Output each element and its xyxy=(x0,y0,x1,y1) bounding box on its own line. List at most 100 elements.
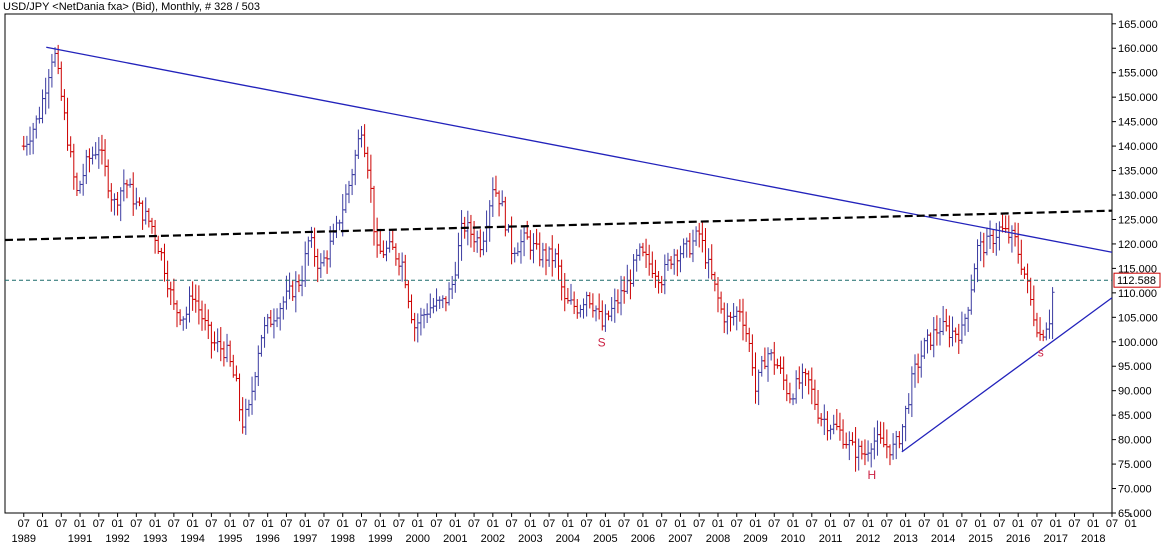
x-month-label: 07 xyxy=(355,518,367,530)
x-year-label: 2003 xyxy=(518,533,542,545)
x-month-label: 07 xyxy=(656,518,668,530)
x-month-label: 01 xyxy=(637,518,649,530)
y-tick-label: 155.000 xyxy=(1118,68,1158,80)
x-year-label: 2015 xyxy=(968,533,992,545)
y-tick-label: 85.000 xyxy=(1118,410,1152,422)
x-month-label: 07 xyxy=(956,518,968,530)
x-year-label: 1997 xyxy=(293,533,317,545)
x-year-label: 2012 xyxy=(856,533,880,545)
x-month-label: 01 xyxy=(562,518,574,530)
x-month-label: 07 xyxy=(468,518,480,530)
trendline-resistance xyxy=(46,46,1113,253)
x-month-label: 01 xyxy=(787,518,799,530)
x-month-label: 07 xyxy=(130,518,142,530)
ohlc-bar xyxy=(1050,287,1055,340)
x-month-label: 07 xyxy=(393,518,405,530)
x-month-label: 07 xyxy=(168,518,180,530)
x-month-label: 01 xyxy=(1012,518,1024,530)
x-month-label: 07 xyxy=(243,518,255,530)
pattern-annotation: s xyxy=(1038,345,1044,359)
x-month-label: 01 xyxy=(224,518,236,530)
x-month-label: 01 xyxy=(449,518,461,530)
y-tick-label: 150.000 xyxy=(1118,92,1158,104)
x-month-label: 01 xyxy=(674,518,686,530)
x-month-label: 07 xyxy=(280,518,292,530)
y-tick-label: 140.000 xyxy=(1118,141,1158,153)
current-price-box xyxy=(1113,272,1161,288)
x-month-label: 01 xyxy=(36,518,48,530)
current-price-label: 112.588 xyxy=(1117,275,1156,287)
x-year-label: 2014 xyxy=(931,533,955,545)
y-tick-label: 130.000 xyxy=(1118,190,1158,202)
x-year-label: 2002 xyxy=(481,533,505,545)
x-year-label: 2000 xyxy=(406,533,430,545)
y-tick-label: 145.000 xyxy=(1118,117,1158,129)
x-year-label: 2013 xyxy=(893,533,917,545)
x-month-label: 07 xyxy=(843,518,855,530)
x-month-label: 07 xyxy=(55,518,67,530)
y-tick-label: 105.000 xyxy=(1118,312,1158,324)
x-year-label: 1996 xyxy=(255,533,279,545)
y-tick-label: 95.000 xyxy=(1118,361,1152,373)
x-month-label: 01 xyxy=(74,518,86,530)
x-year-label: 2016 xyxy=(1006,533,1030,545)
x-month-label: 01 xyxy=(599,518,611,530)
x-year-label: 1993 xyxy=(143,533,167,545)
x-month-label: 01 xyxy=(749,518,761,530)
y-tick-label: 90.000 xyxy=(1118,386,1152,398)
x-year-label: 2005 xyxy=(593,533,617,545)
x-year-label: 2018 xyxy=(1081,533,1105,545)
x-month-label: 01 xyxy=(412,518,424,530)
x-year-label: 2001 xyxy=(443,533,467,545)
x-year-label: 1989 xyxy=(12,533,36,545)
x-year-label: 2007 xyxy=(668,533,692,545)
x-month-label: 07 xyxy=(618,518,630,530)
x-month-label: 01 xyxy=(262,518,274,530)
x-month-label: 07 xyxy=(1068,518,1080,530)
x-month-label: 07 xyxy=(918,518,930,530)
x-year-label: 2008 xyxy=(706,533,730,545)
x-month-label: 01 xyxy=(1050,518,1062,530)
x-year-label: 2006 xyxy=(631,533,655,545)
x-month-label: 01 xyxy=(149,518,161,530)
x-month-label: 01 xyxy=(862,518,874,530)
x-year-label: 2017 xyxy=(1043,533,1067,545)
y-tick-label: 110.000 xyxy=(1118,288,1157,300)
y-tick-label: 100.000 xyxy=(1118,337,1158,349)
x-year-label: 1995 xyxy=(218,533,242,545)
y-tick-label: 125.000 xyxy=(1118,214,1158,226)
x-month-label: 07 xyxy=(93,518,105,530)
chart-title: USD/JPY <NetDania fxa> (Bid), Monthly, #… xyxy=(3,1,261,13)
x-year-label: 1991 xyxy=(68,533,92,545)
x-year-label: 2009 xyxy=(743,533,767,545)
x-month-label: 07 xyxy=(205,518,217,530)
annotations: S Hs xyxy=(598,336,1044,482)
y-tick-label: 80.000 xyxy=(1118,435,1152,447)
x-month-label: 01 xyxy=(524,518,536,530)
x-axis: 07 01 07 01 07 01 07 01 07 01 07 01 07 01 07 01 07 01 07 01… xyxy=(12,513,1137,545)
x-month-label: 07 xyxy=(768,518,780,530)
x-month-label: 07 xyxy=(18,518,30,530)
x-year-label: 1998 xyxy=(330,533,354,545)
x-year-label: 1999 xyxy=(368,533,392,545)
x-month-label: 07 xyxy=(430,518,442,530)
x-month-label: 01 xyxy=(824,518,836,530)
trendline-dashed xyxy=(4,209,1113,242)
x-month-label: 01 xyxy=(1087,518,1099,530)
x-month-label: 01 xyxy=(899,518,911,530)
y-tick-label: 160.000 xyxy=(1118,43,1158,55)
x-month-label: 01 xyxy=(937,518,949,530)
x-month-label: 01 xyxy=(374,518,386,530)
ohlc-bars xyxy=(21,44,1055,472)
x-month-label: 01 xyxy=(1125,518,1137,530)
x-month-label: 07 xyxy=(543,518,555,530)
pattern-annotation: S xyxy=(598,336,606,350)
trendline-support xyxy=(901,297,1113,453)
x-year-label: 1992 xyxy=(105,533,129,545)
x-month-label: 07 xyxy=(1106,518,1118,530)
x-year-label: 2010 xyxy=(781,533,805,545)
y-tick-label: 135.000 xyxy=(1118,166,1158,178)
x-month-label: 07 xyxy=(993,518,1005,530)
y-tick-label: 115.000 xyxy=(1118,263,1157,275)
